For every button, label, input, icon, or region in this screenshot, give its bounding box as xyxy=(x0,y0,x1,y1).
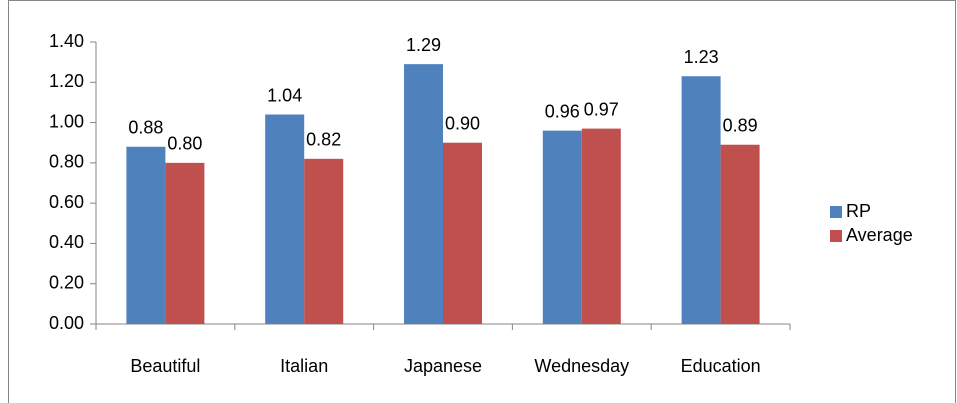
value-label: 1.23 xyxy=(684,47,719,67)
bar xyxy=(126,146,166,324)
y-tick-label: 0.20 xyxy=(49,272,84,292)
value-label: 1.29 xyxy=(406,35,441,55)
bar xyxy=(443,142,482,324)
legend-label: RP xyxy=(846,201,871,221)
value-label: 0.96 xyxy=(545,101,580,121)
x-tick-label: Beautiful xyxy=(130,356,200,376)
y-tick-label: 0.60 xyxy=(49,192,84,212)
value-label: 0.80 xyxy=(167,134,202,154)
y-tick-label: 0.40 xyxy=(49,232,84,252)
legend-swatch xyxy=(830,206,842,218)
x-tick-label: Wednesday xyxy=(534,356,629,376)
chart-border xyxy=(8,0,956,403)
bar xyxy=(165,162,205,324)
bar xyxy=(304,158,344,324)
y-tick-label: 0.00 xyxy=(49,313,84,333)
bar xyxy=(542,130,582,324)
bar xyxy=(404,64,443,325)
value-label: 0.97 xyxy=(584,99,619,119)
y-tick-label: 1.40 xyxy=(49,31,84,51)
legend-swatch xyxy=(830,230,842,242)
bar xyxy=(581,128,621,324)
value-label: 0.82 xyxy=(306,130,341,150)
bar xyxy=(681,76,721,324)
value-label: 0.88 xyxy=(128,117,163,137)
y-tick-label: 0.80 xyxy=(49,152,84,172)
value-label: 0.89 xyxy=(723,115,758,135)
value-label: 1.04 xyxy=(267,85,302,105)
bar xyxy=(720,144,760,324)
y-tick-label: 1.20 xyxy=(49,71,84,91)
legend-label: Average xyxy=(846,225,913,245)
x-tick-label: Education xyxy=(681,356,761,376)
value-label: 0.90 xyxy=(445,113,480,133)
y-tick-label: 1.00 xyxy=(49,111,84,131)
x-tick-label: Italian xyxy=(280,356,328,376)
bar xyxy=(265,114,305,324)
x-tick-label: Japanese xyxy=(404,356,482,376)
